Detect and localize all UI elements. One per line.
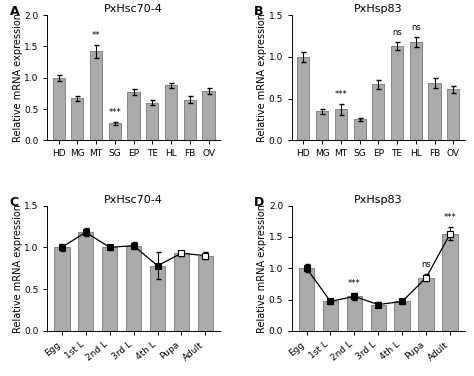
Bar: [109, 123, 121, 140]
Y-axis label: Relative mRNA expression: Relative mRNA expression: [257, 204, 267, 333]
Bar: [150, 266, 165, 331]
Title: PxHsp83: PxHsp83: [354, 195, 402, 205]
Text: ns: ns: [421, 260, 431, 269]
Text: A: A: [9, 5, 19, 18]
Bar: [419, 277, 434, 331]
Bar: [372, 84, 384, 140]
Text: ***: ***: [444, 214, 456, 223]
Bar: [371, 305, 386, 331]
Text: B: B: [254, 5, 264, 18]
Bar: [184, 100, 196, 140]
Text: C: C: [9, 196, 18, 209]
Title: PxHsp83: PxHsp83: [354, 4, 402, 14]
Text: ***: ***: [348, 279, 361, 288]
Bar: [78, 232, 93, 331]
Bar: [346, 296, 362, 331]
Bar: [146, 103, 158, 140]
Bar: [202, 91, 215, 140]
Bar: [447, 89, 459, 140]
Bar: [297, 57, 310, 140]
Bar: [442, 234, 458, 331]
Title: PxHsc70-4: PxHsc70-4: [104, 4, 163, 14]
Bar: [394, 302, 410, 331]
Bar: [198, 256, 213, 331]
Text: ***: ***: [109, 108, 121, 117]
Bar: [173, 253, 189, 331]
Bar: [299, 268, 314, 331]
Bar: [90, 52, 102, 140]
Y-axis label: Relative mRNA expression: Relative mRNA expression: [13, 13, 23, 142]
Bar: [335, 109, 347, 140]
Bar: [54, 247, 70, 331]
Bar: [391, 46, 403, 140]
Bar: [102, 247, 118, 331]
Text: ***: ***: [335, 89, 347, 99]
Y-axis label: Relative mRNA expression: Relative mRNA expression: [257, 13, 267, 142]
Bar: [323, 302, 338, 331]
Bar: [71, 99, 83, 140]
Bar: [165, 85, 177, 140]
Bar: [316, 111, 328, 140]
Bar: [53, 78, 65, 140]
Text: ns: ns: [411, 23, 421, 32]
Bar: [126, 246, 141, 331]
Bar: [354, 120, 366, 140]
Bar: [410, 42, 422, 140]
Title: PxHsc70-4: PxHsc70-4: [104, 195, 163, 205]
Text: **: **: [92, 31, 100, 40]
Text: D: D: [254, 196, 264, 209]
Y-axis label: Relative mRNA expression: Relative mRNA expression: [13, 204, 23, 333]
Text: ns: ns: [392, 28, 402, 37]
Bar: [128, 92, 140, 140]
Bar: [428, 83, 441, 140]
